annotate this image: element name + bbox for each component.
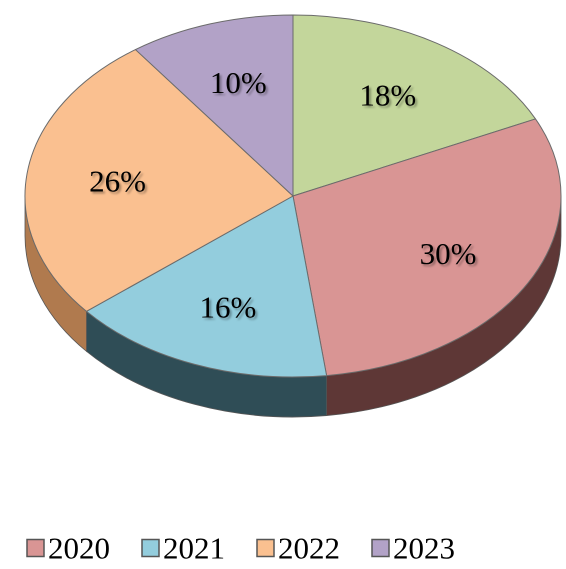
legend-label-2022: 2022 (278, 531, 340, 566)
data-label-2023: 10% (210, 65, 267, 100)
data-label-2022: 26% (89, 164, 146, 199)
legend-entry-2021: 2021 (141, 531, 225, 566)
pie-slice-2023 (134, 14, 294, 197)
data-label-2019: 18% (359, 78, 416, 113)
legend-swatch-2022 (256, 538, 275, 558)
pie-slice-2021 (86, 195, 328, 378)
legend-swatch-2023 (371, 538, 390, 558)
legend-swatch-2021 (141, 538, 160, 558)
pie-slice-2020 (292, 118, 562, 377)
pie-slice-2019 (292, 14, 536, 197)
pie-slice-2022 (24, 49, 294, 312)
pie-data-labels: 18% 30% 16% 26% 10% (89, 65, 476, 325)
data-label-2020: 30% (420, 236, 477, 271)
legend-label-2020: 2020 (48, 531, 110, 566)
legend-entry-2020: 2020 (26, 531, 110, 566)
legend-entry-2023: 2023 (371, 531, 455, 566)
data-label-2021: 16% (199, 290, 256, 325)
legend-entry-2022: 2022 (256, 531, 340, 566)
legend-label-2023: 2023 (393, 531, 455, 566)
legend-label-2021: 2021 (163, 531, 225, 566)
legend-swatch-2020 (26, 538, 45, 558)
pie-slices (24, 14, 562, 378)
chart-legend: 20192020202120222023 (26, 531, 455, 566)
